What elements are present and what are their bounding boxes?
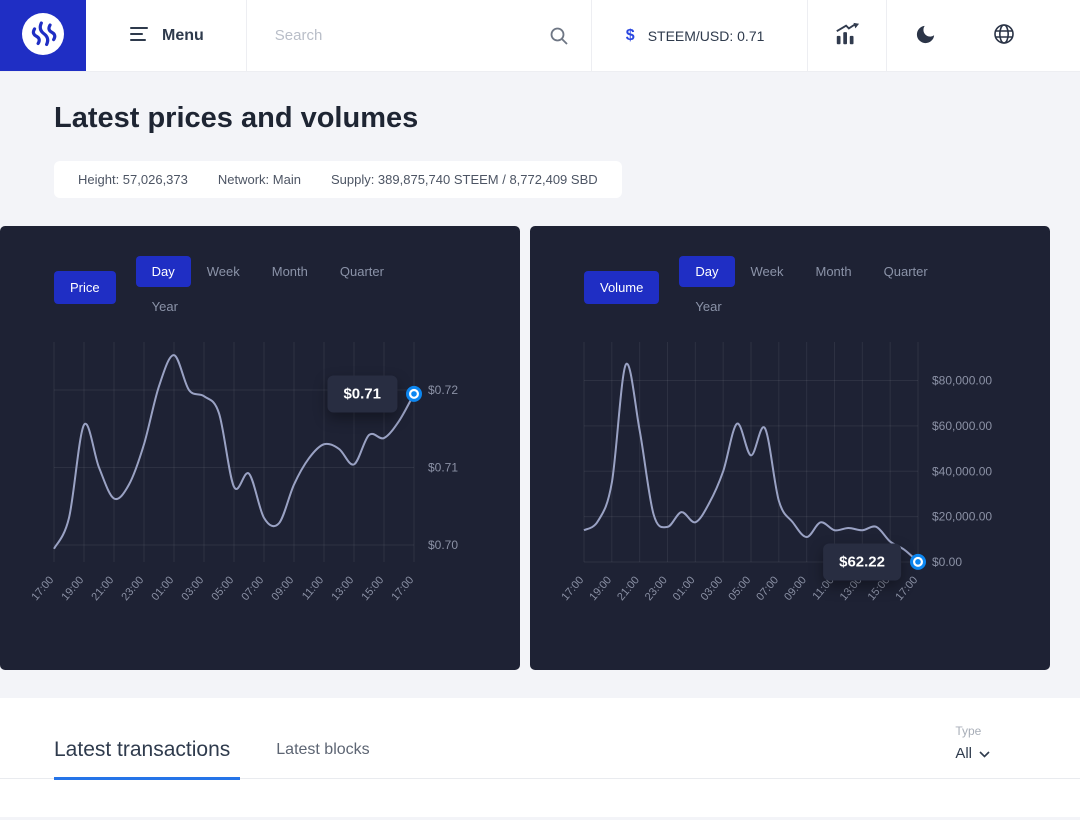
price-ticker[interactable]: $ STEEM/USD: 0.71 bbox=[592, 0, 807, 71]
volume-tab-week[interactable]: Week bbox=[735, 256, 800, 287]
volume-tab-day[interactable]: Day bbox=[679, 256, 735, 287]
steem-logo-icon bbox=[20, 11, 66, 60]
price-chart-card: Price Day Week Month Quarter Year $0.72 $… bbox=[0, 226, 520, 670]
hamburger-icon bbox=[130, 26, 150, 45]
navbar-divider bbox=[590, 0, 592, 71]
stat-network: Network: Main bbox=[217, 172, 301, 187]
price-tab-year[interactable]: Year bbox=[136, 291, 194, 322]
svg-text:$40,000.00: $40,000.00 bbox=[932, 464, 992, 478]
svg-text:19:00: 19:00 bbox=[59, 574, 86, 603]
moon-icon bbox=[914, 23, 937, 49]
svg-text:17:00: 17:00 bbox=[389, 574, 416, 603]
svg-text:05:00: 05:00 bbox=[209, 574, 236, 603]
svg-text:$60,000.00: $60,000.00 bbox=[932, 419, 992, 433]
svg-text:09:00: 09:00 bbox=[269, 574, 296, 603]
svg-text:01:00: 01:00 bbox=[671, 574, 698, 603]
svg-text:$0.71: $0.71 bbox=[428, 460, 458, 474]
tab-latest-transactions[interactable]: Latest transactions bbox=[54, 738, 241, 780]
svg-text:07:00: 07:00 bbox=[754, 574, 781, 603]
activity-tabs: Latest transactions Latest blocks bbox=[0, 738, 1080, 780]
price-chart-controls: Price Day Week Month Quarter Year bbox=[0, 226, 520, 326]
navbar-divider bbox=[885, 0, 887, 71]
svg-text:11:00: 11:00 bbox=[300, 574, 326, 602]
steem-logo[interactable] bbox=[0, 0, 86, 71]
svg-text:17:00: 17:00 bbox=[559, 574, 586, 603]
price-chart: $0.72 $0.71 $0.70 17:00 19:00 21:00 23:00 01:00… bbox=[0, 326, 520, 660]
navbar-divider bbox=[806, 0, 808, 71]
volume-tab-quarter[interactable]: Quarter bbox=[868, 256, 944, 287]
svg-text:03:00: 03:00 bbox=[179, 574, 206, 603]
charts-nav-button[interactable] bbox=[808, 0, 886, 71]
bar-chart-icon bbox=[834, 21, 860, 50]
stat-height: Height: 57,026,373 bbox=[78, 172, 188, 187]
svg-text:23:00: 23:00 bbox=[643, 574, 670, 603]
svg-text:01:00: 01:00 bbox=[149, 574, 176, 603]
dollar-icon: $ bbox=[625, 26, 635, 44]
globe-icon bbox=[992, 22, 1016, 49]
dark-mode-toggle[interactable] bbox=[887, 0, 965, 71]
type-filter: Type All bbox=[955, 724, 990, 762]
svg-text:21:00: 21:00 bbox=[89, 574, 116, 603]
svg-text:$80,000.00: $80,000.00 bbox=[932, 374, 992, 388]
search-box bbox=[247, 0, 591, 71]
svg-text:09:00: 09:00 bbox=[782, 574, 809, 603]
svg-text:$0.00: $0.00 bbox=[932, 555, 962, 569]
price-tab-quarter[interactable]: Quarter bbox=[324, 256, 400, 287]
volume-mode-button[interactable]: Volume bbox=[584, 271, 660, 304]
navbar: Menu $ STEEM/USD: 0.71 bbox=[0, 0, 1080, 72]
svg-text:$0.70: $0.70 bbox=[428, 538, 458, 552]
volume-tab-month[interactable]: Month bbox=[800, 256, 868, 287]
price-tab-week[interactable]: Week bbox=[191, 256, 256, 287]
chevron-down-icon bbox=[979, 745, 990, 762]
search-input[interactable] bbox=[274, 27, 549, 44]
type-filter-label: Type bbox=[955, 724, 982, 738]
price-tooltip: $0.71 bbox=[327, 375, 397, 413]
svg-text:$0.72: $0.72 bbox=[428, 383, 458, 397]
svg-text:05:00: 05:00 bbox=[726, 574, 753, 603]
volume-tab-year[interactable]: Year bbox=[679, 291, 737, 322]
volume-range-tabs: Day Week Month Quarter Year bbox=[679, 256, 979, 322]
svg-text:07:00: 07:00 bbox=[239, 574, 266, 603]
price-range-tabs: Day Week Month Quarter Year bbox=[135, 256, 436, 322]
volume-chart-canvas[interactable]: $80,000.00 $60,000.00 $40,000.00 $20,000.00… bbox=[546, 326, 1030, 656]
chain-stats-bar: Height: 57,026,373 Network: Main Supply:… bbox=[54, 161, 622, 198]
svg-text:$20,000.00: $20,000.00 bbox=[932, 510, 992, 524]
svg-text:13:00: 13:00 bbox=[329, 574, 356, 603]
price-tab-day[interactable]: Day bbox=[135, 256, 191, 287]
price-mode-button[interactable]: Price bbox=[54, 271, 116, 304]
volume-chart-controls: Volume Day Week Month Quarter Year bbox=[530, 226, 1050, 326]
tab-latest-blocks[interactable]: Latest blocks bbox=[276, 741, 369, 778]
svg-text:03:00: 03:00 bbox=[699, 574, 726, 603]
menu-label: Menu bbox=[162, 26, 204, 44]
volume-tooltip: $62.22 bbox=[823, 543, 901, 581]
language-globe-button[interactable] bbox=[965, 0, 1043, 71]
navbar-divider bbox=[245, 0, 247, 71]
search-icon[interactable] bbox=[549, 26, 569, 46]
svg-text:19:00: 19:00 bbox=[587, 574, 614, 603]
page-title: Latest prices and volumes bbox=[54, 102, 419, 134]
ticker-label: STEEM/USD: 0.71 bbox=[647, 27, 765, 44]
stat-supply: Supply: 389,875,740 STEEM / 8,772,409 SB… bbox=[330, 172, 598, 187]
price-tab-month[interactable]: Month bbox=[256, 256, 324, 287]
menu-button[interactable]: Menu bbox=[130, 0, 204, 71]
latest-activity-section: Latest transactions Latest blocks Type A… bbox=[0, 698, 1080, 817]
type-filter-value: All bbox=[955, 745, 972, 762]
svg-text:17:00: 17:00 bbox=[29, 574, 56, 603]
charts-section: Price Day Week Month Quarter Year $0.72 $… bbox=[0, 226, 1050, 670]
svg-text:21:00: 21:00 bbox=[615, 574, 642, 603]
volume-chart: $80,000.00 $60,000.00 $40,000.00 $20,000.00… bbox=[530, 326, 1050, 660]
type-filter-select[interactable]: All bbox=[955, 745, 990, 762]
svg-text:23:00: 23:00 bbox=[119, 574, 146, 603]
volume-chart-card: Volume Day Week Month Quarter Year $80,0… bbox=[530, 226, 1050, 670]
svg-text:15:00: 15:00 bbox=[359, 574, 386, 603]
